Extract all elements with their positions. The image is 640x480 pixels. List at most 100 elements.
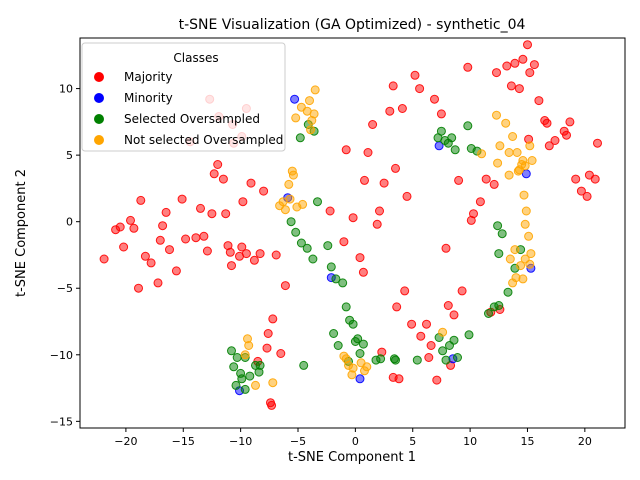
data-point [492, 110, 501, 120]
data-point [475, 197, 485, 207]
data-point [466, 215, 476, 225]
data-point [494, 301, 504, 310]
data-point [280, 205, 290, 215]
data-point [477, 149, 487, 159]
x-tick-label: −20 [114, 435, 137, 448]
data-point [229, 362, 239, 372]
data-point [271, 250, 281, 260]
legend-marker [94, 135, 104, 145]
data-point [276, 349, 286, 358]
data-point [232, 353, 242, 362]
data-point [426, 341, 436, 350]
data-point [432, 375, 442, 385]
data-point [268, 378, 278, 388]
data-point [310, 85, 320, 95]
data-point [438, 327, 448, 337]
data-point [504, 170, 514, 180]
data-point [339, 237, 349, 247]
data-point [221, 209, 231, 219]
data-point [202, 246, 212, 256]
chart-title: t-SNE Visualization (GA Optimized) - syn… [179, 17, 526, 33]
data-point [524, 231, 534, 241]
data-point [571, 174, 581, 184]
x-axis-label: t-SNE Component 1 [288, 450, 416, 465]
data-point [529, 60, 539, 70]
data-point [368, 120, 378, 129]
data-point [244, 341, 254, 350]
data-point [238, 197, 248, 207]
data-point [355, 253, 365, 263]
data-point [331, 274, 341, 284]
data-point [323, 241, 333, 251]
data-point [295, 133, 305, 143]
data-point [525, 68, 535, 78]
data-point [525, 141, 535, 151]
y-tick-label: −15 [50, 415, 73, 428]
data-point [209, 169, 219, 179]
data-point [333, 341, 343, 350]
data-point [492, 68, 501, 78]
data-point [191, 233, 201, 243]
data-point [443, 301, 453, 310]
data-point [363, 148, 373, 157]
data-point [388, 372, 398, 382]
data-point [550, 136, 560, 145]
data-point [284, 179, 294, 189]
data-point [241, 249, 251, 259]
data-point [402, 191, 412, 201]
data-point [161, 207, 171, 217]
data-point [218, 174, 228, 184]
data-point [262, 343, 272, 353]
data-point [510, 58, 520, 68]
data-point [441, 243, 451, 253]
data-point [298, 199, 308, 209]
data-point [436, 109, 446, 119]
data-point [505, 254, 515, 264]
data-point [463, 121, 473, 131]
data-point [348, 213, 358, 223]
data-point [412, 355, 422, 365]
data-point [245, 371, 255, 381]
data-point [240, 384, 250, 394]
x-tick-label: 10 [463, 435, 477, 448]
data-point [358, 339, 368, 349]
data-point [181, 234, 191, 244]
data-point [313, 197, 322, 207]
data-point [512, 148, 522, 157]
x-tick-label: 0 [352, 435, 359, 448]
legend-box [81, 42, 286, 152]
series-2 [227, 120, 526, 394]
data-point [450, 145, 460, 155]
data-point [376, 354, 386, 364]
y-tick-label: 10 [59, 83, 73, 96]
data-point [207, 209, 217, 219]
data-point [326, 262, 336, 272]
data-point [441, 355, 451, 365]
data-point [231, 380, 241, 390]
data-point [391, 355, 400, 365]
data-point [309, 109, 319, 119]
data-point [526, 249, 536, 259]
data-point [155, 235, 165, 245]
data-point [255, 249, 265, 259]
data-point [129, 223, 139, 233]
data-point [358, 267, 368, 277]
data-point [508, 132, 518, 141]
data-point [177, 194, 187, 204]
data-point [379, 178, 389, 188]
data-point [375, 206, 384, 216]
data-point [305, 96, 314, 106]
series-3 [240, 85, 537, 390]
data-point [263, 329, 273, 338]
data-point [565, 117, 575, 127]
data-point [576, 186, 586, 196]
data-point [518, 54, 528, 64]
legend-title: Classes [173, 51, 218, 65]
x-tick-label: −15 [172, 435, 195, 448]
data-point [484, 309, 493, 318]
data-point [481, 174, 491, 184]
data-point [416, 331, 426, 341]
data-point [542, 118, 552, 128]
x-tick-label: −5 [290, 435, 306, 448]
data-point [527, 156, 537, 165]
